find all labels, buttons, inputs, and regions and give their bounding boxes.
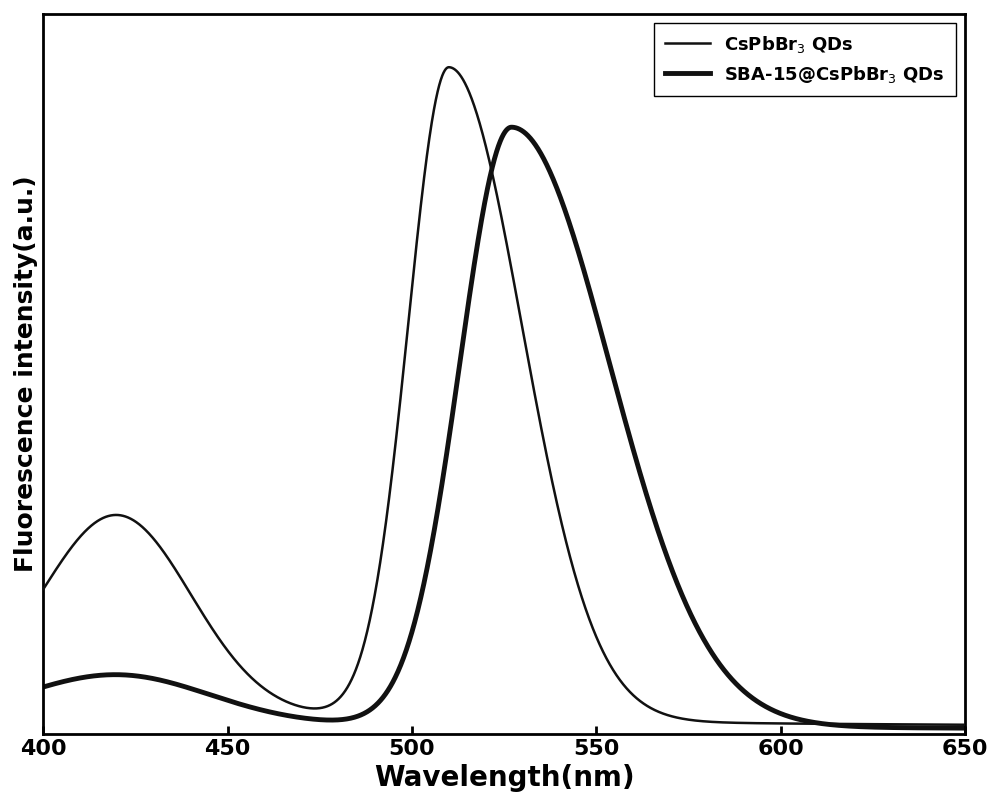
SBA-15@CsPbBr$_3$ QDs	[505, 123, 517, 132]
Line: CsPbBr$_3$ QDs: CsPbBr$_3$ QDs	[43, 67, 965, 725]
SBA-15@CsPbBr$_3$ QDs	[431, 511, 443, 521]
CsPbBr$_3$ QDs	[391, 428, 403, 438]
CsPbBr$_3$ QDs	[431, 91, 443, 101]
CsPbBr$_3$ QDs	[443, 62, 455, 72]
Y-axis label: Fluorescence intensity(a.u.): Fluorescence intensity(a.u.)	[14, 176, 38, 572]
SBA-15@CsPbBr$_3$ QDs	[842, 721, 854, 731]
Legend: CsPbBr$_3$ QDs, SBA-15@CsPbBr$_3$ QDs: CsPbBr$_3$ QDs, SBA-15@CsPbBr$_3$ QDs	[654, 23, 956, 96]
SBA-15@CsPbBr$_3$ QDs	[142, 673, 154, 683]
CsPbBr$_3$ QDs	[197, 609, 209, 619]
SBA-15@CsPbBr$_3$ QDs	[197, 688, 209, 697]
CsPbBr$_3$ QDs	[842, 719, 854, 729]
CsPbBr$_3$ QDs	[959, 720, 971, 729]
SBA-15@CsPbBr$_3$ QDs	[959, 723, 971, 733]
SBA-15@CsPbBr$_3$ QDs	[37, 682, 49, 692]
CsPbBr$_3$ QDs	[37, 584, 49, 594]
SBA-15@CsPbBr$_3$ QDs	[941, 723, 953, 733]
CsPbBr$_3$ QDs	[142, 528, 154, 538]
SBA-15@CsPbBr$_3$ QDs	[391, 669, 403, 679]
Line: SBA-15@CsPbBr$_3$ QDs: SBA-15@CsPbBr$_3$ QDs	[43, 127, 965, 728]
CsPbBr$_3$ QDs	[941, 720, 953, 729]
X-axis label: Wavelength(nm): Wavelength(nm)	[374, 764, 634, 792]
